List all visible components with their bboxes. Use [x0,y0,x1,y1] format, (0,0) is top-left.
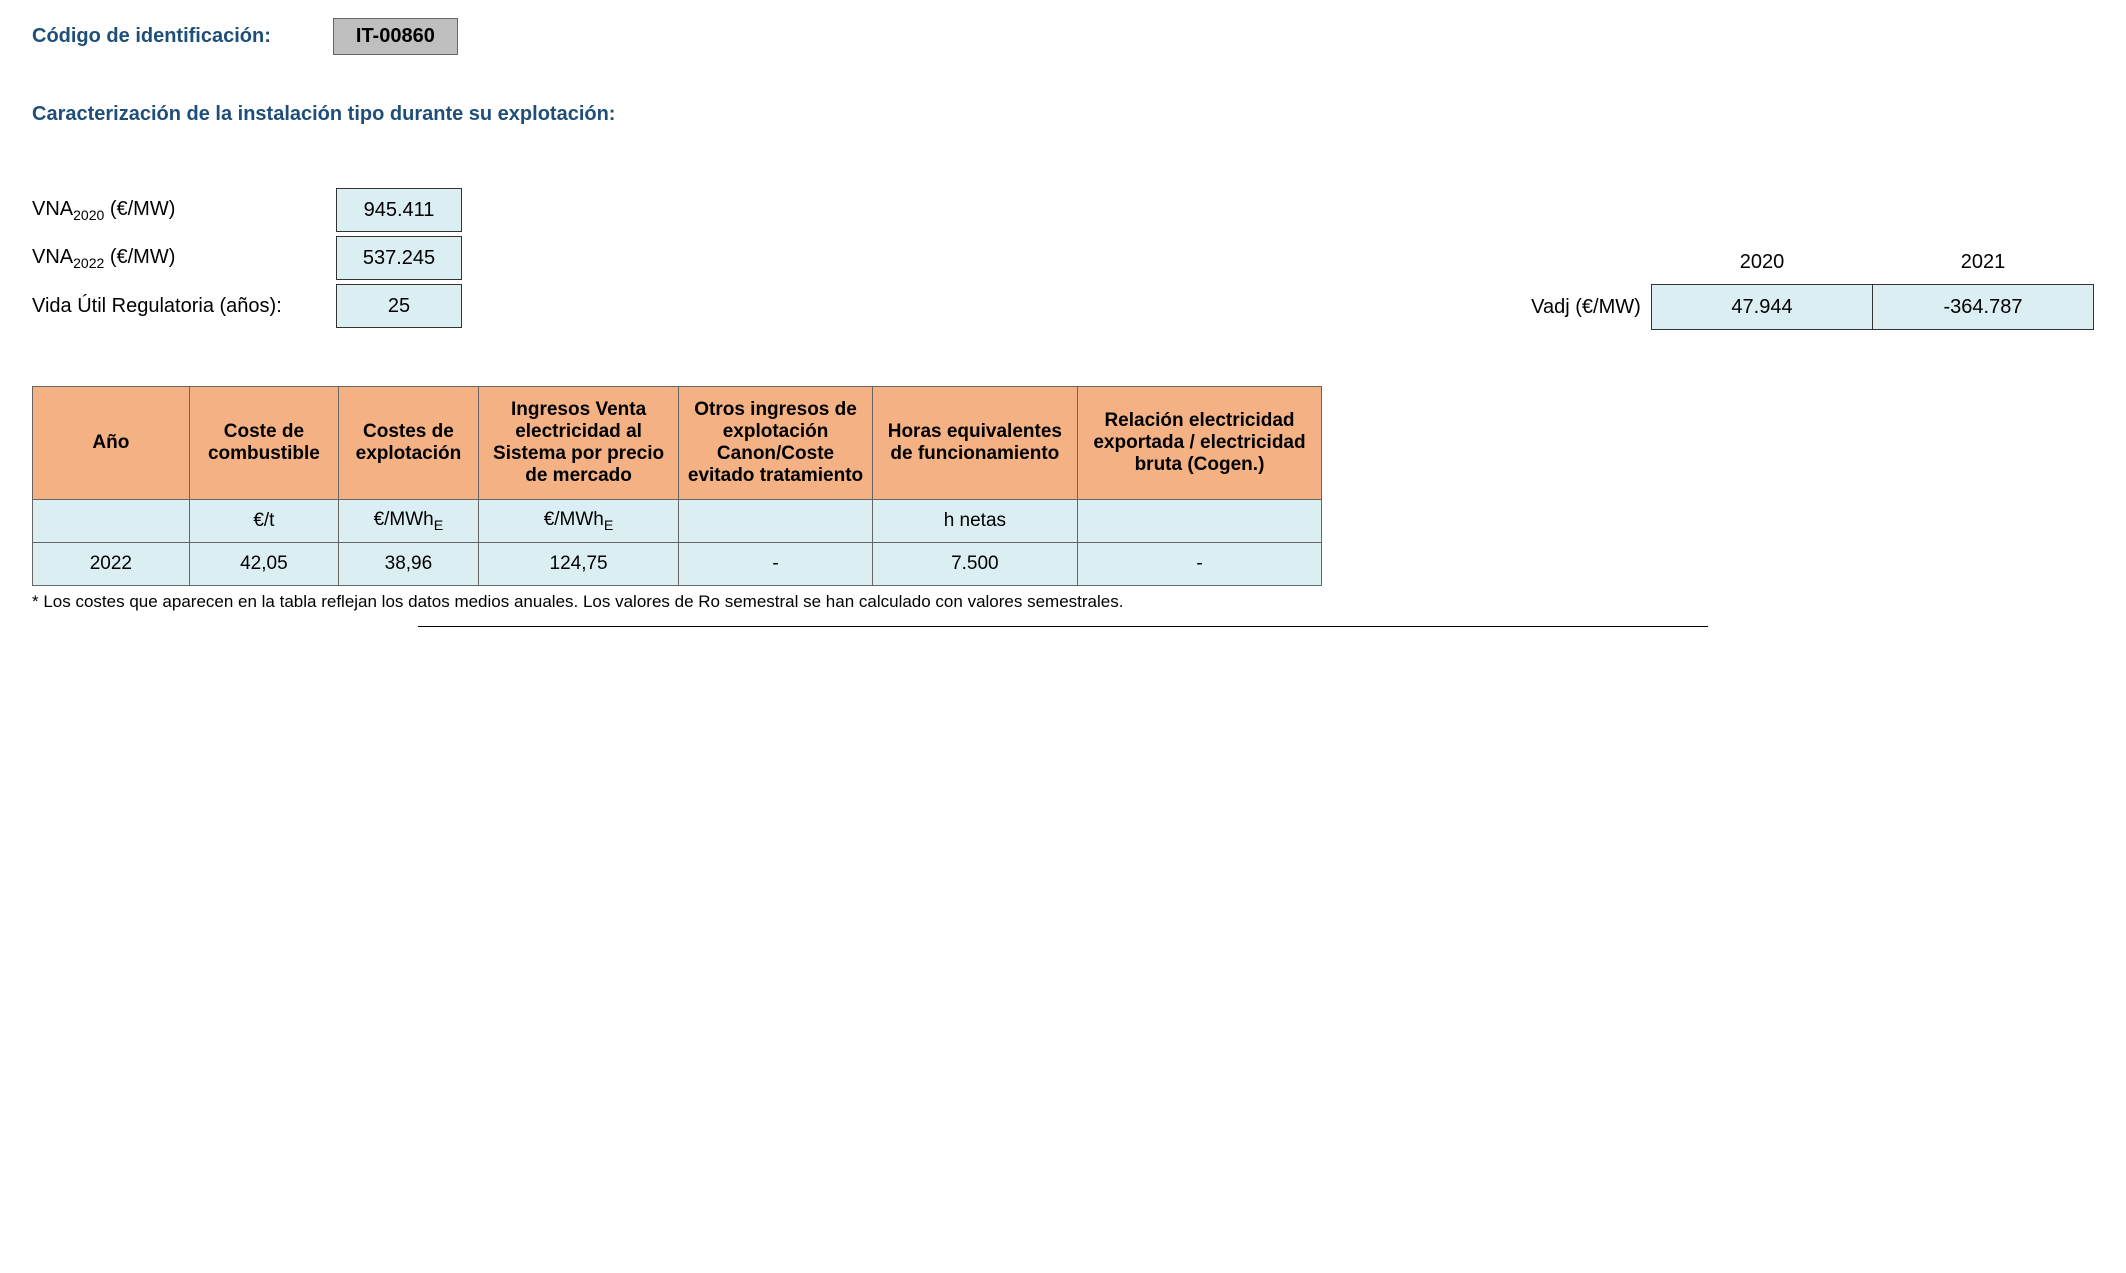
cell-year: 2022 [33,543,190,586]
divider [418,626,1708,627]
th-hours: Horas equivalentes de funcionamiento [872,387,1077,500]
code-id-value: IT-00860 [333,18,458,55]
main-table: Año Coste de combustible Costes de explo… [32,386,1322,586]
cell-hours: 7.500 [872,543,1077,586]
vna2022-label: VNA2022 (€/MW) [32,246,336,271]
th-other: Otros ingresos de explotación Canon/Cost… [679,387,872,500]
table-row: 2022 42,05 38,96 124,75 - 7.500 - [33,543,1322,586]
unit-income: €/MWhE [478,500,679,543]
cell-income: 124,75 [478,543,679,586]
th-income: Ingresos Venta electricidad al Sistema p… [478,387,679,500]
vadj-value-2021: -364.787 [1873,285,2094,330]
section-title: Caracterización de la instalación tipo d… [32,103,2094,126]
th-fuel: Coste de combustible [189,387,338,500]
th-ratio: Relación electricidad exportada / electr… [1077,387,1321,500]
vadj-label: Vadj (€/MW) [1521,285,1652,330]
cell-other: - [679,543,872,586]
unit-fuel: €/t [189,500,338,543]
unit-opex: €/MWhE [339,500,479,543]
cell-opex: 38,96 [339,543,479,586]
footnote: * Los costes que aparecen en la tabla re… [32,592,2094,612]
unit-year [33,500,190,543]
life-label: Vida Útil Regulatoria (años): [32,295,336,318]
th-year: Año [33,387,190,500]
unit-ratio [1077,500,1321,543]
unit-other [679,500,872,543]
code-id-label: Código de identificación: [32,25,271,48]
params-block: VNA2020 (€/MW) 945.411 VNA2022 (€/MW) 53… [32,186,462,330]
cell-ratio: - [1077,543,1321,586]
vadj-year-2021: 2021 [1873,240,2094,285]
vadj-block: 2020 2021 Vadj (€/MW) 47.944 -364.787 [1521,240,2094,330]
cell-fuel: 42,05 [189,543,338,586]
vna2020-value: 945.411 [336,188,462,232]
vadj-year-2020: 2020 [1652,240,1873,285]
vadj-value-2020: 47.944 [1652,285,1873,330]
vna2020-label: VNA2020 (€/MW) [32,198,336,223]
th-opex: Costes de explotación [339,387,479,500]
unit-hours: h netas [872,500,1077,543]
vna2022-value: 537.245 [336,236,462,280]
units-row: €/t €/MWhE €/MWhE h netas [33,500,1322,543]
life-value: 25 [336,284,462,328]
